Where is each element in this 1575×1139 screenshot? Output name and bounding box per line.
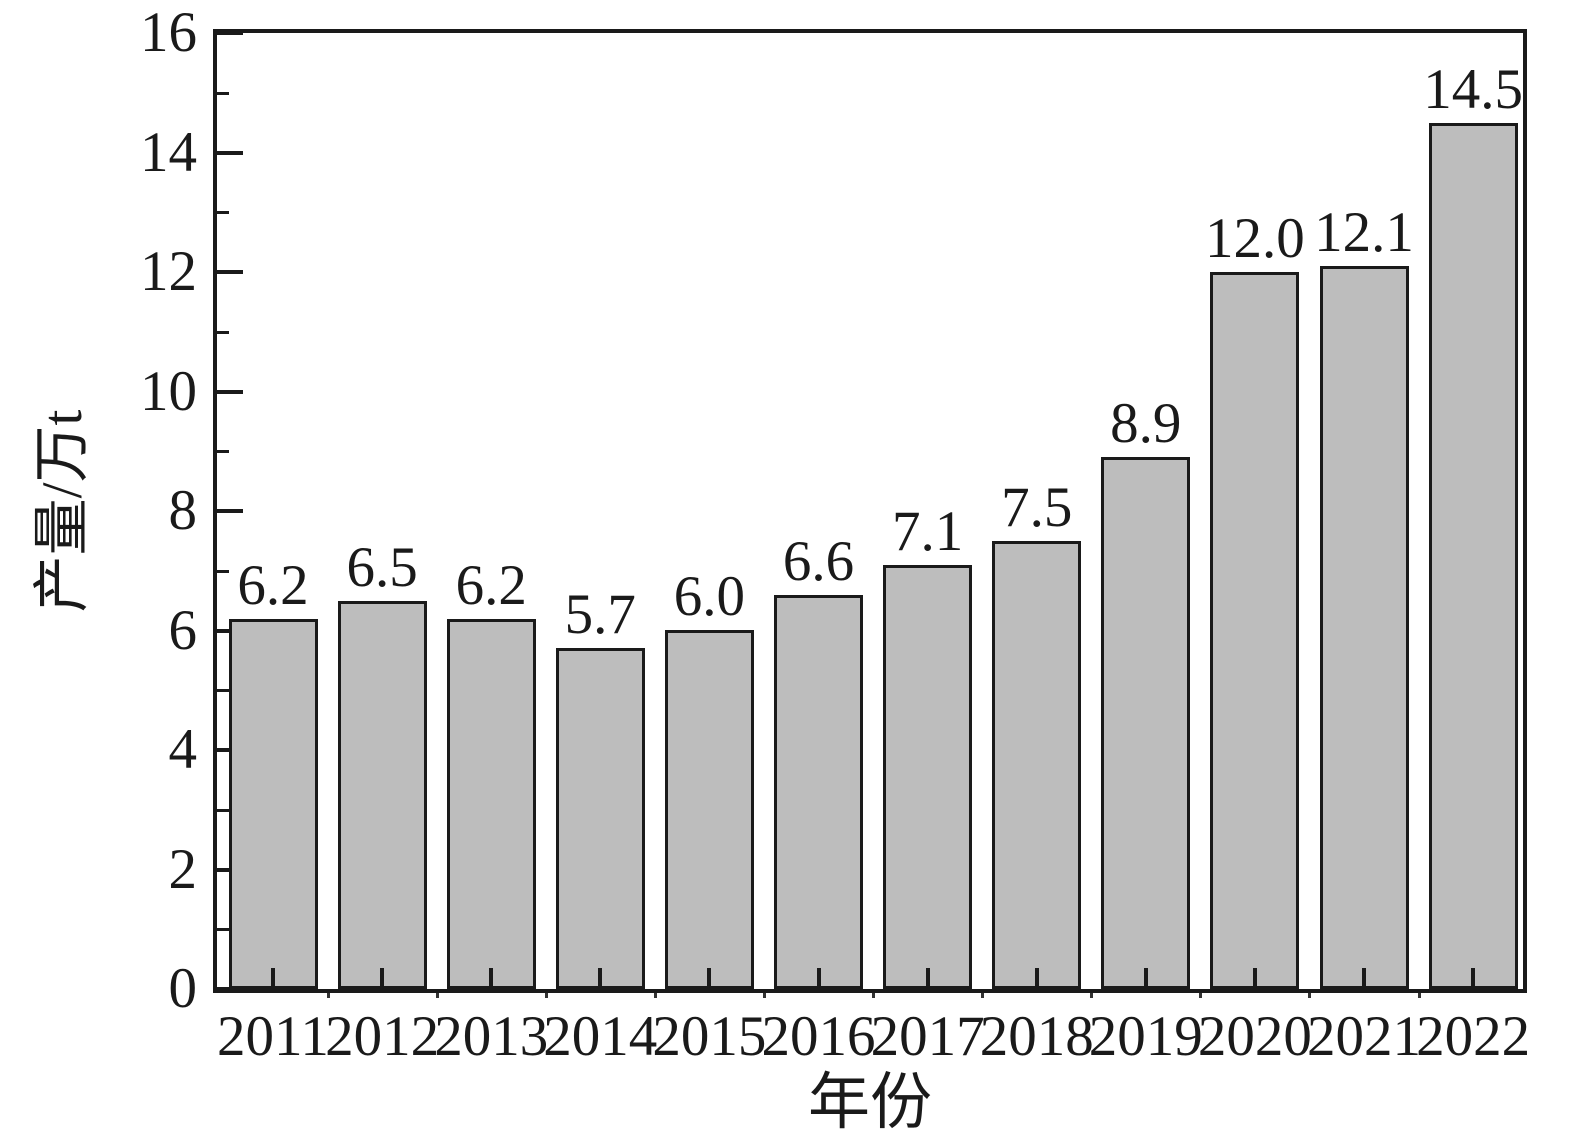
- x-minor-tick: [762, 993, 766, 998]
- y-tick-label: 14: [140, 120, 197, 184]
- x-tick-label: 2014: [543, 1005, 658, 1068]
- y-minor-tick: [217, 928, 229, 932]
- bar-value-label: 6.2: [455, 554, 527, 617]
- x-minor-tick: [435, 993, 439, 998]
- x-tick-label: 2015: [652, 1005, 767, 1068]
- bar: [774, 595, 863, 989]
- bar-value-label: 14.5: [1423, 58, 1523, 121]
- y-major-tick: [217, 389, 243, 394]
- bar: [555, 648, 645, 989]
- bar: [883, 565, 973, 989]
- bar: [446, 619, 536, 989]
- bar: [1210, 272, 1300, 989]
- y-major-tick: [217, 270, 243, 274]
- bar-value-label: 6.0: [673, 565, 746, 628]
- x-tick: [1471, 968, 1476, 989]
- x-tick-label: 2013: [434, 1005, 549, 1068]
- y-tick-label: 6: [168, 598, 198, 662]
- y-tick-label: 2: [168, 837, 198, 901]
- bar: [664, 630, 754, 989]
- bar-value-label: 6.6: [782, 530, 855, 593]
- y-tick-label: 0: [168, 957, 198, 1020]
- bar-value-label: 12.1: [1314, 201, 1414, 264]
- x-tick: [380, 968, 385, 989]
- y-tick-label: 4: [168, 718, 198, 781]
- x-minor-tick: [1199, 993, 1203, 998]
- y-minor-tick: [217, 91, 229, 95]
- x-axis-label: 年份: [807, 1069, 932, 1137]
- y-minor-tick: [217, 808, 229, 812]
- y-major-tick: [217, 150, 243, 155]
- y-minor-tick: [217, 330, 229, 334]
- bar: [337, 601, 427, 989]
- bar-value-label: 5.7: [564, 583, 636, 646]
- x-minor-tick: [1308, 993, 1312, 998]
- x-tick: [925, 968, 930, 989]
- y-major-tick: [217, 509, 243, 513]
- x-minor-tick: [981, 993, 985, 998]
- y-tick-label: 10: [140, 359, 197, 423]
- y-minor-tick: [217, 569, 229, 573]
- x-tick-label: 2012: [325, 1005, 440, 1068]
- bar-value-label: 12.0: [1205, 207, 1305, 270]
- x-minor-tick: [326, 993, 330, 998]
- bar: [1101, 457, 1191, 989]
- x-tick: [1362, 968, 1366, 989]
- y-major-tick: [217, 33, 243, 35]
- x-tick: [1034, 968, 1039, 989]
- x-tick-label: 2017: [870, 1005, 985, 1068]
- x-tick-label: 2020: [1197, 1005, 1312, 1068]
- y-tick-label: 8: [168, 479, 198, 542]
- x-tick: [489, 968, 494, 989]
- bar-value-label: 7.5: [1001, 476, 1073, 539]
- x-tick: [1143, 968, 1148, 989]
- x-minor-tick: [653, 993, 657, 998]
- x-tick: [816, 968, 821, 989]
- x-tick-label: 2011: [217, 1005, 329, 1068]
- y-tick-label: 16: [140, 1, 197, 64]
- y-minor-tick: [217, 450, 229, 454]
- bar-value-label: 8.9: [1110, 392, 1182, 455]
- bar: [992, 541, 1082, 989]
- y-tick-label: 12: [140, 240, 197, 303]
- bar: [1319, 266, 1409, 989]
- x-tick-label: 2019: [1088, 1005, 1203, 1068]
- bar: [1428, 123, 1518, 989]
- x-tick: [598, 968, 603, 989]
- x-minor-tick: [1090, 993, 1094, 998]
- x-minor-tick: [1417, 993, 1421, 998]
- x-minor-tick: [872, 993, 876, 998]
- x-minor-tick: [544, 993, 548, 998]
- bar-value-label: 6.5: [346, 536, 418, 599]
- x-tick-label: 2016: [761, 1005, 876, 1068]
- plot-area: 6.2 6.5 6.2 5.7 6.0 6.6 7.1 7.5 8.9 12.0 12.1 14.5: [213, 29, 1527, 993]
- y-minor-tick: [217, 211, 229, 215]
- x-tick-label: 2018: [979, 1005, 1094, 1068]
- y-minor-tick: [217, 689, 229, 693]
- x-tick: [707, 968, 712, 989]
- bar: [228, 619, 318, 989]
- bar-value-label: 6.2: [237, 554, 309, 617]
- bar-value-label: 7.1: [891, 500, 964, 563]
- x-tick-label: 2022: [1416, 1005, 1531, 1068]
- x-tick: [271, 968, 275, 989]
- x-tick: [1252, 968, 1257, 989]
- x-tick-label: 2021: [1307, 1005, 1421, 1068]
